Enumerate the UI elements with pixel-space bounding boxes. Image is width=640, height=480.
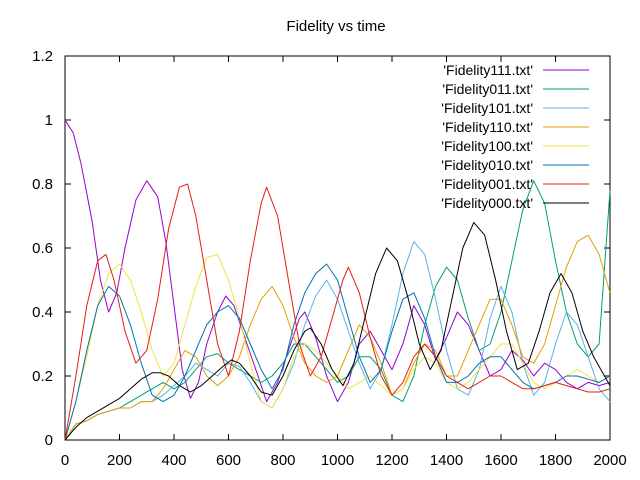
series-line-7 (64, 221, 611, 441)
legend-label: 'Fidelity110.txt' (442, 119, 533, 135)
x-tick-label: 1400 (430, 452, 463, 469)
x-tick-label: 1600 (484, 452, 517, 469)
x-tick-label: 0 (61, 452, 69, 469)
legend-label: 'Fidelity111.txt' (443, 62, 533, 78)
legend-label: 'Fidelity101.txt' (441, 100, 533, 116)
legend-label: 'Fidelity011.txt' (442, 81, 533, 97)
series-line-4 (64, 253, 611, 441)
y-tick-label: 0 (45, 432, 53, 449)
legend-label: 'Fidelity000.txt' (441, 195, 533, 211)
y-tick-label: 1.2 (32, 48, 53, 65)
series-line-1 (64, 180, 611, 441)
x-tick-label: 2000 (593, 452, 626, 469)
legend-label: 'Fidelity001.txt' (441, 176, 533, 192)
series-line-2 (64, 241, 611, 441)
legend: 'Fidelity111.txt' 'Fidelity011.txt' 'Fidel… (441, 62, 589, 211)
y-tick-label: 1 (45, 112, 53, 129)
x-tick-label: 200 (107, 452, 132, 469)
y-tick-label: 0.4 (32, 304, 53, 321)
x-tick-label: 400 (161, 452, 186, 469)
x-tick-label: 1000 (321, 452, 354, 469)
y-tick-label: 0.6 (32, 240, 53, 257)
legend-label: 'Fidelity010.txt' (441, 157, 533, 173)
x-tick-label: 1800 (539, 452, 572, 469)
series-line-6 (64, 183, 611, 441)
x-tick-label: 1200 (375, 452, 408, 469)
series-line-5 (64, 263, 611, 441)
y-tick-label: 0.2 (32, 368, 53, 385)
x-tick-label: 800 (270, 452, 295, 469)
series-layer (64, 119, 611, 441)
y-tick-label: 0.8 (32, 176, 53, 193)
chart-title: Fidelity vs time (286, 18, 385, 35)
series-line-3 (64, 234, 611, 441)
axis-ticks: 0 200 400 600 800 1000 1200 1400 1600 1800 2000 0 0.… (32, 48, 627, 469)
legend-label: 'Fidelity100.txt' (441, 138, 533, 154)
x-tick-label: 600 (216, 452, 241, 469)
